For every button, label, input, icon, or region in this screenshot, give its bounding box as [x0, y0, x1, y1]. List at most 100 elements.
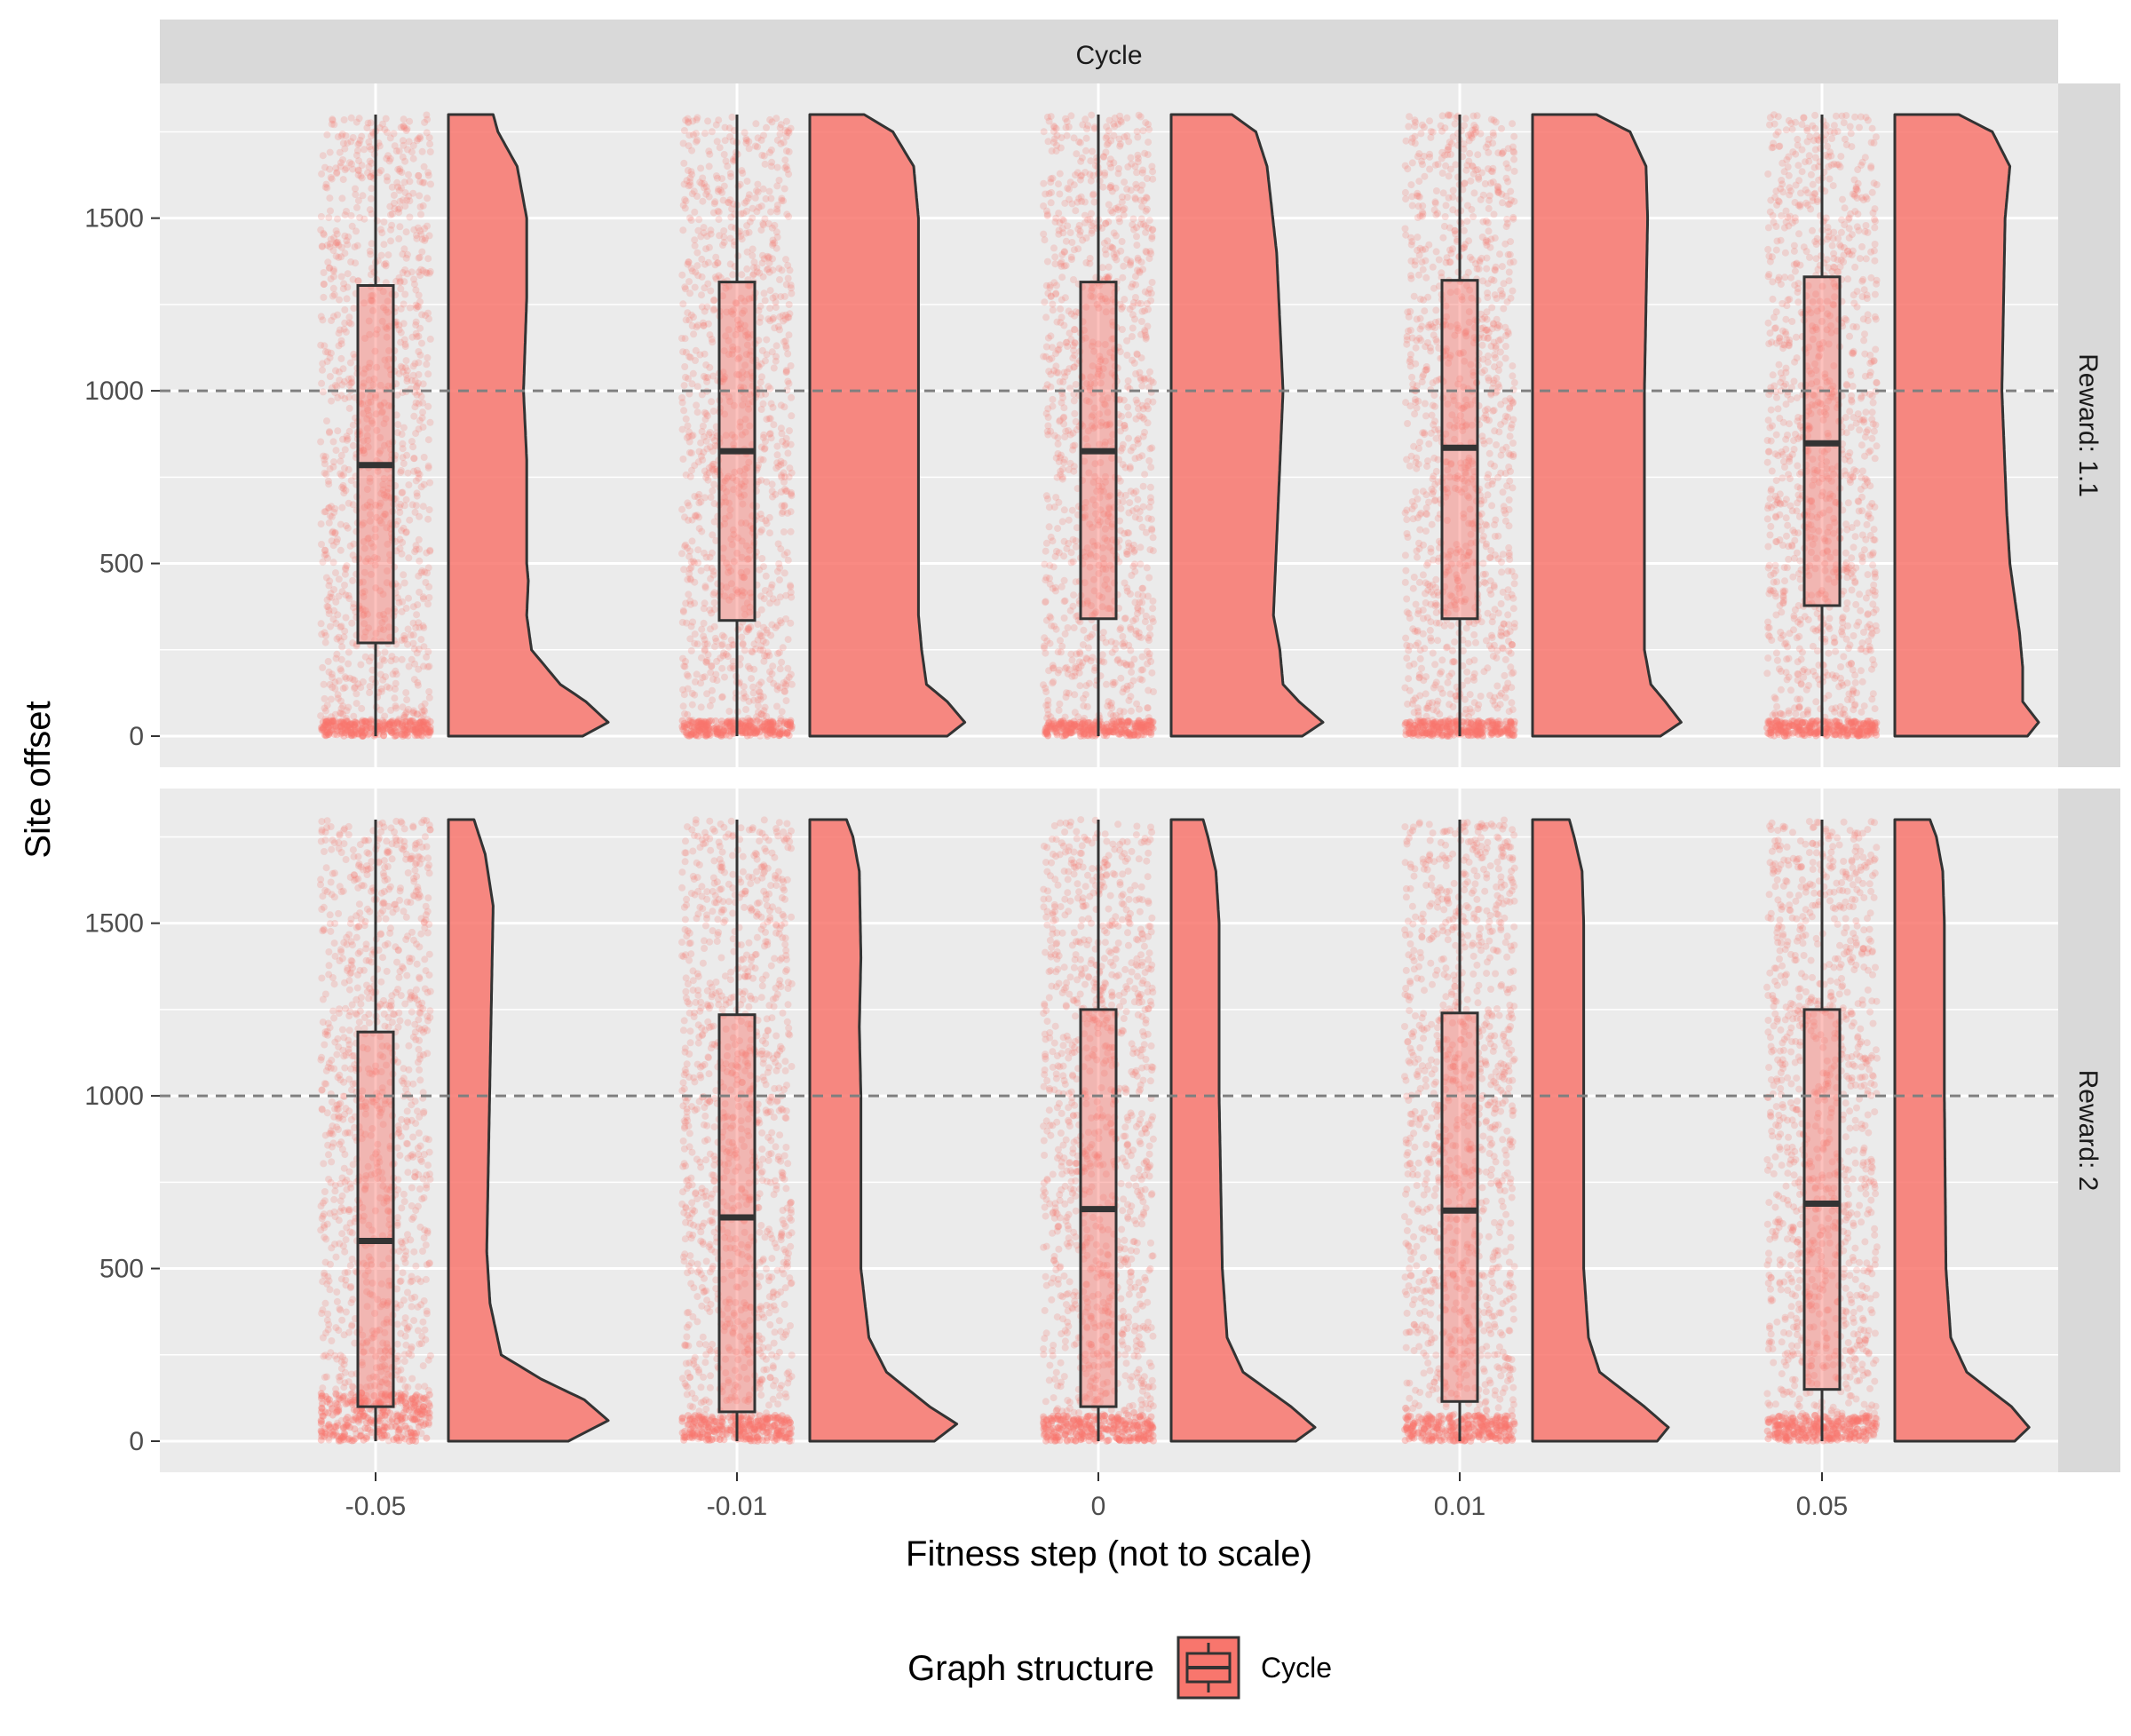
jitter-point — [321, 547, 329, 554]
jitter-point — [1497, 336, 1504, 343]
jitter-point — [403, 605, 410, 612]
jitter-point — [398, 363, 405, 370]
jitter-point — [412, 430, 419, 437]
jitter-point — [746, 145, 753, 152]
jitter-point — [1123, 186, 1130, 193]
jitter-point — [760, 563, 767, 570]
jitter-point — [1071, 624, 1078, 631]
jitter-point — [1068, 559, 1075, 567]
jitter-point — [1057, 305, 1064, 313]
jitter-point — [1071, 352, 1078, 359]
jitter-point — [1410, 443, 1417, 450]
jitter-point — [1422, 491, 1430, 498]
jitter-point — [1502, 656, 1509, 663]
jitter-point — [360, 216, 368, 223]
jitter-point — [327, 373, 334, 380]
jitter-point — [405, 171, 412, 178]
jitter-point — [769, 494, 776, 501]
jitter-point — [699, 175, 706, 182]
jitter-point — [1060, 415, 1067, 422]
jitter-point — [1509, 144, 1517, 151]
jitter-point — [406, 517, 413, 524]
jitter-point — [727, 664, 734, 671]
jitter-point — [1140, 483, 1147, 490]
jitter-point — [1413, 601, 1420, 608]
jitter-point — [1067, 336, 1074, 343]
jitter-point — [368, 195, 375, 202]
jitter-point — [698, 291, 705, 298]
jitter-point — [766, 431, 773, 438]
jitter-point — [368, 132, 375, 139]
jitter-point — [688, 449, 695, 456]
jitter-point — [1079, 155, 1086, 162]
jitter-point — [1506, 269, 1513, 276]
jitter-point — [1077, 177, 1084, 184]
jitter-point — [353, 119, 360, 126]
jitter-point — [1041, 298, 1048, 305]
jitter-point — [1066, 329, 1073, 337]
jitter-point — [1461, 122, 1468, 129]
jitter-point — [693, 139, 700, 146]
jitter-point — [330, 615, 337, 622]
jitter-point — [1042, 191, 1049, 198]
jitter-point — [1450, 187, 1457, 194]
jitter-point — [1083, 234, 1090, 242]
jitter-point — [1507, 432, 1514, 440]
jitter-point — [353, 700, 360, 707]
jitter-point — [1088, 112, 1095, 119]
jitter-point — [1128, 626, 1135, 633]
jitter-point — [1042, 313, 1050, 321]
jitter-point — [1407, 272, 1414, 279]
jitter-point — [414, 489, 421, 496]
jitter-point — [711, 200, 718, 207]
jitter-point — [419, 148, 426, 155]
jitter-point — [1055, 210, 1062, 217]
jitter-point — [1048, 199, 1055, 206]
jitter-point — [691, 209, 698, 216]
jitter-point — [1132, 455, 1139, 462]
jitter-point — [345, 592, 353, 599]
jitter-point — [698, 453, 705, 460]
jitter-point — [341, 116, 348, 123]
jitter-point — [1063, 124, 1070, 131]
jitter-point — [757, 319, 764, 326]
jitter-point — [1062, 294, 1069, 301]
jitter-point — [1510, 133, 1517, 140]
jitter-point — [682, 542, 689, 549]
jitter-point — [368, 185, 375, 192]
jitter-point — [686, 722, 693, 729]
jitter-point — [773, 703, 780, 710]
jitter-point — [321, 470, 329, 477]
jitter-point — [1413, 459, 1420, 466]
jitter-point — [778, 659, 785, 666]
jitter-point — [686, 566, 693, 573]
jitter-point — [764, 266, 771, 273]
jitter-point — [1071, 246, 1078, 253]
jitter-point — [769, 118, 776, 125]
jitter-point — [1433, 468, 1440, 475]
jitter-point — [1405, 675, 1412, 682]
jitter-point — [784, 351, 791, 358]
jitter-point — [410, 603, 417, 610]
jitter-point — [1416, 527, 1423, 534]
jitter-point — [368, 654, 375, 661]
jitter-point — [337, 355, 345, 362]
jitter-point — [700, 633, 707, 640]
jitter-point — [1509, 440, 1517, 447]
jitter-point — [1451, 638, 1458, 646]
jitter-point — [1066, 517, 1073, 524]
jitter-point — [1114, 657, 1121, 664]
jitter-point — [1147, 498, 1154, 505]
jitter-point — [1057, 637, 1064, 644]
jitter-point — [1438, 123, 1445, 130]
jitter-point — [1465, 640, 1472, 647]
jitter-point — [710, 591, 717, 598]
jitter-point — [1051, 253, 1058, 260]
jitter-point — [318, 520, 325, 527]
jitter-point — [354, 167, 361, 174]
jitter-point — [753, 187, 760, 194]
jitter-point — [1477, 196, 1485, 203]
jitter-point — [1406, 463, 1414, 470]
jitter-point — [1112, 679, 1119, 686]
jitter-point — [1073, 418, 1080, 425]
